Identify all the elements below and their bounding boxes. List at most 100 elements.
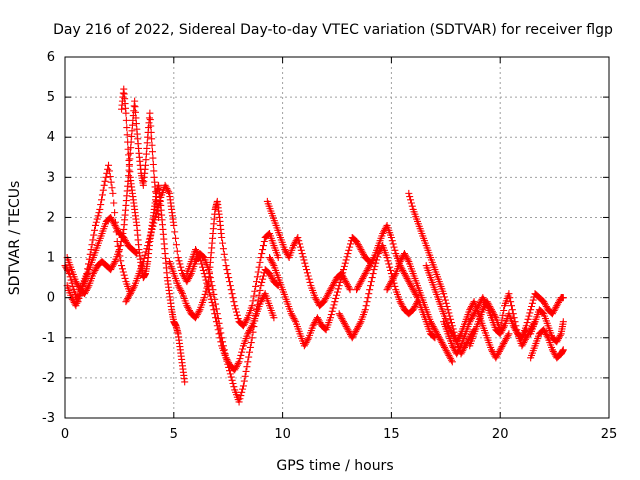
data-point: [117, 238, 125, 246]
data-point: [146, 109, 154, 117]
data-point: [243, 315, 251, 323]
data-point: [367, 282, 375, 290]
data-point: [267, 273, 275, 281]
data-point: [122, 238, 130, 246]
data-point: [384, 257, 392, 265]
data-point: [83, 285, 91, 293]
data-point: [204, 282, 212, 290]
data-point: [527, 306, 535, 314]
data-point: [219, 239, 227, 247]
data-point: [541, 299, 549, 307]
data-point: [303, 266, 311, 274]
data-point: [306, 278, 314, 286]
data-point: [148, 135, 156, 143]
data-point: [529, 296, 537, 304]
data-point: [528, 302, 536, 310]
data-point: [194, 250, 202, 258]
data-point: [88, 241, 96, 249]
data-point: [122, 298, 130, 306]
data-point: [246, 327, 254, 335]
data-point: [388, 276, 396, 284]
data-point: [430, 324, 438, 332]
data-point: [447, 315, 455, 323]
series-prn-l: [383, 250, 456, 366]
data-point: [258, 250, 266, 258]
data-point: [247, 323, 255, 331]
data-point: [355, 281, 363, 289]
data-point: [223, 266, 231, 274]
data-point: [74, 282, 82, 290]
data-point: [228, 290, 236, 298]
data-point: [441, 345, 449, 353]
data-point: [198, 260, 206, 268]
data-point: [542, 302, 550, 310]
data-point: [155, 200, 163, 208]
data-point: [333, 288, 341, 296]
data-point: [553, 338, 561, 346]
data-point: [122, 116, 130, 124]
data-point: [109, 218, 117, 226]
data-point: [239, 322, 247, 330]
data-point: [313, 297, 321, 305]
data-point: [399, 266, 407, 274]
data-point: [236, 395, 244, 403]
data-point: [472, 307, 480, 315]
data-point: [379, 229, 387, 237]
data-point: [391, 282, 399, 290]
data-point: [176, 285, 184, 293]
data-point: [427, 318, 435, 326]
data-point: [390, 273, 398, 281]
data-point: [329, 304, 337, 312]
data-point: [338, 272, 346, 280]
data-point: [435, 334, 443, 342]
data-point: [487, 304, 495, 312]
data-point: [143, 245, 151, 253]
data-point: [397, 299, 405, 307]
data-point: [235, 358, 243, 366]
data-point: [519, 340, 527, 348]
data-point: [470, 310, 478, 318]
data-point: [98, 191, 106, 199]
series-prn-e: [122, 181, 282, 406]
data-point: [505, 290, 513, 298]
data-point: [520, 339, 528, 347]
data-point: [396, 258, 404, 266]
data-point: [551, 305, 559, 313]
data-point: [149, 160, 157, 168]
data-point: [257, 282, 265, 290]
data-point: [539, 309, 547, 317]
data-point: [494, 351, 502, 359]
data-point: [232, 363, 240, 371]
data-point: [210, 290, 218, 298]
data-point: [235, 398, 243, 406]
data-point: [233, 311, 241, 319]
data-point: [356, 244, 364, 252]
data-point: [110, 259, 118, 267]
data-point: [447, 356, 455, 364]
data-point: [442, 347, 450, 355]
data-point: [333, 291, 341, 299]
data-point: [405, 278, 413, 286]
data-point: [153, 206, 161, 214]
data-point: [164, 186, 172, 194]
series-prn-j: [335, 242, 422, 342]
data-point: [95, 209, 103, 217]
data-point: [387, 234, 395, 241]
data-point: [123, 131, 131, 139]
data-point: [245, 353, 253, 361]
data-point: [361, 306, 369, 314]
data-point: [197, 257, 205, 265]
data-point: [367, 258, 375, 266]
data-point: [434, 332, 442, 340]
data-point: [99, 186, 107, 194]
data-point: [331, 298, 339, 306]
data-point: [412, 290, 420, 298]
data-point: [89, 236, 97, 244]
data-point: [483, 298, 491, 306]
data-point: [258, 296, 266, 304]
data-point: [511, 325, 519, 333]
data-point: [323, 291, 331, 299]
data-point: [81, 288, 89, 296]
data-point: [161, 181, 169, 189]
data-point: [192, 246, 200, 254]
